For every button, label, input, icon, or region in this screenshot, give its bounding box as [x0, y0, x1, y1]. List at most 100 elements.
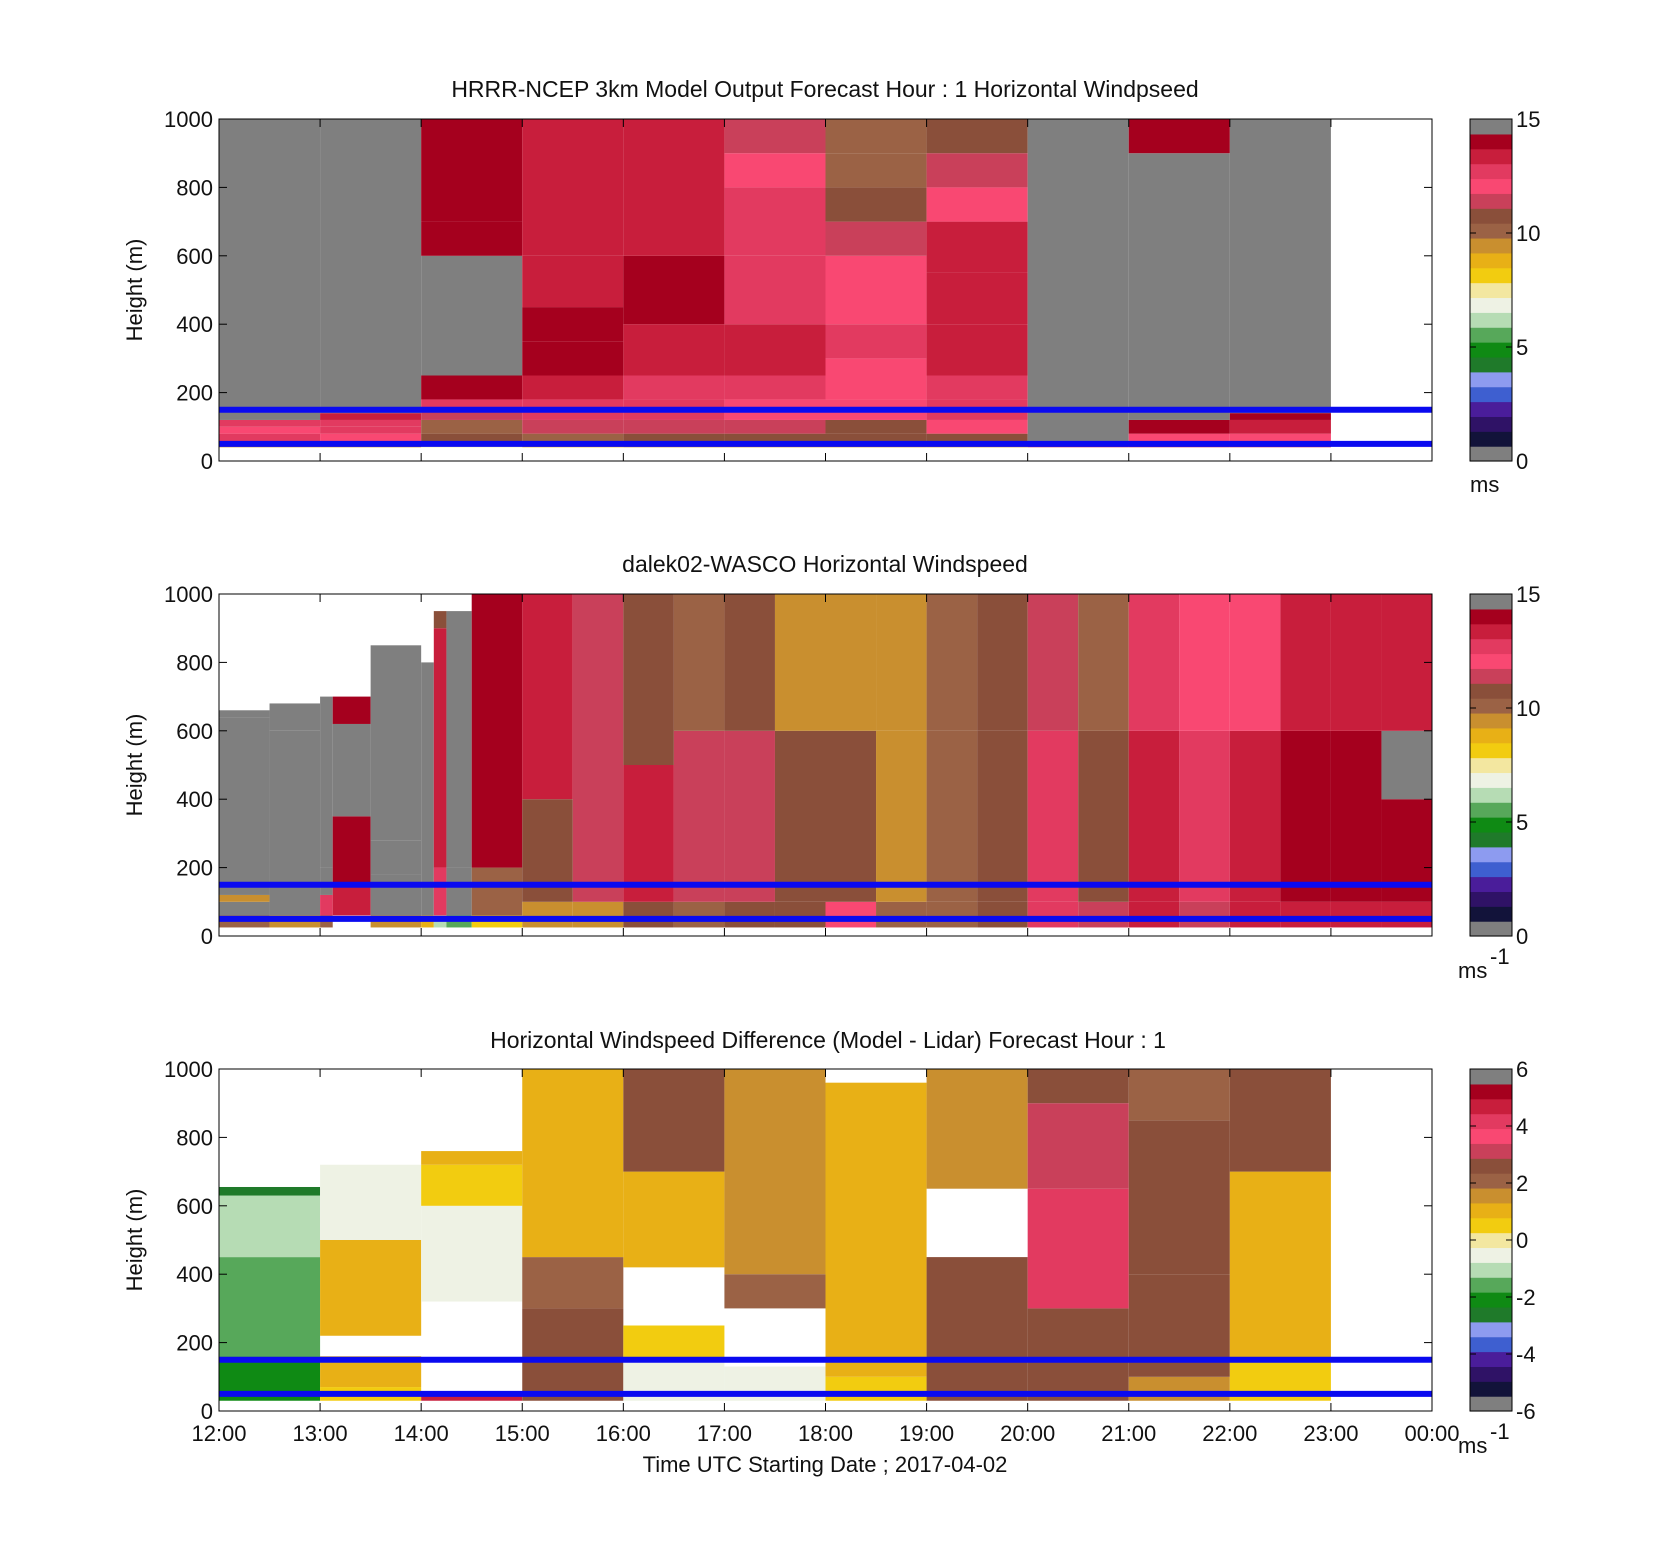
colorbar-swatch	[1470, 401, 1512, 417]
y-tick-label: 200	[176, 381, 213, 406]
colorbar-swatch	[1470, 1321, 1512, 1338]
x-tick-label: 18:00	[798, 1421, 853, 1446]
heatmap-cell	[1128, 1120, 1230, 1275]
heatmap-cell	[774, 594, 826, 731]
heatmap-cell	[1381, 594, 1432, 731]
colorbar-swatch	[1470, 802, 1512, 818]
heatmap-cell	[572, 765, 624, 902]
colorbar-swatch	[1470, 416, 1512, 432]
colorbar-swatch	[1470, 727, 1512, 744]
heatmap-cell	[673, 730, 725, 902]
heatmap-cell	[370, 874, 422, 916]
colorbar-tick-label: 5	[1516, 810, 1528, 835]
colorbar-unit: ms	[1458, 958, 1487, 983]
y-tick-label: 200	[176, 856, 213, 881]
x-tick-label: 12:00	[191, 1421, 246, 1446]
heatmap-cell	[421, 1151, 523, 1165]
colorbar-swatch	[1470, 356, 1512, 373]
heatmap-cell	[320, 696, 333, 868]
heatmap-cell	[320, 413, 422, 420]
colorbar-swatch	[1470, 668, 1512, 684]
heatmap-cell	[926, 1069, 1028, 1189]
y-tick-label: 600	[176, 719, 213, 744]
heatmap-cell	[1229, 433, 1331, 443]
colorbar-swatch	[1470, 653, 1512, 669]
colorbar-swatch	[1470, 1336, 1512, 1353]
heatmap-cell	[320, 894, 333, 916]
x-tick-label: 20:00	[1000, 1421, 1055, 1446]
heatmap-cell	[623, 1171, 725, 1268]
colorbar-swatch	[1470, 1202, 1512, 1219]
colorbar-swatch	[1470, 831, 1512, 848]
colorbar-unit: ms	[1458, 1433, 1487, 1458]
heatmap-cell	[522, 255, 624, 308]
heatmap-cell	[1128, 1069, 1230, 1121]
heatmap-cell	[926, 433, 1028, 443]
colorbar-swatch	[1470, 208, 1512, 224]
colorbar-swatch	[1470, 876, 1512, 892]
colorbar-swatch	[1470, 1232, 1512, 1249]
x-tick-label: 22:00	[1202, 1421, 1257, 1446]
y-tick-label: 1000	[164, 1057, 213, 1082]
heatmap-cell	[522, 419, 624, 434]
heatmap-cell	[219, 894, 270, 902]
colorbar-unit-exponent: -1	[1490, 1419, 1510, 1444]
colorbar: 0 5 10 15	[1469, 107, 1540, 474]
colorbar-swatch	[1470, 371, 1512, 388]
heatmap-cell	[926, 119, 1028, 154]
colorbar: 0 5 10 15	[1469, 582, 1540, 949]
colorbar-swatch	[1470, 1143, 1512, 1159]
colorbar-swatch	[1470, 252, 1512, 269]
heatmap-cell	[572, 594, 624, 765]
x-tick-label: 15:00	[495, 1421, 550, 1446]
heatmap-cell	[269, 703, 321, 731]
heatmap-cell	[876, 730, 927, 902]
heatmap-cell	[320, 433, 422, 443]
colorbar-tick-label: 0	[1516, 924, 1528, 949]
colorbar-swatch	[1470, 1351, 1512, 1367]
x-tick-marks	[218, 119, 1433, 461]
heatmap-cell	[320, 419, 422, 427]
heatmap-cell	[522, 433, 624, 443]
y-axis-label: Height (m)	[122, 239, 147, 342]
colorbar-swatch	[1470, 446, 1512, 462]
heatmap-cell	[471, 594, 523, 868]
heatmap-cell	[219, 710, 270, 718]
heatmap-cell	[1128, 119, 1230, 154]
heatmap-cell	[421, 1393, 523, 1401]
heatmap-cell	[1027, 119, 1129, 443]
heatmap-cell	[421, 1205, 523, 1302]
heatmap-cell	[433, 628, 447, 868]
x-tick-label: 21:00	[1101, 1421, 1156, 1446]
heatmap-cell	[724, 594, 775, 731]
heatmap-cell	[471, 867, 523, 916]
heatmap-cell	[1128, 419, 1230, 434]
heatmap-cell	[926, 1257, 1028, 1401]
heatmap-cell	[332, 816, 371, 885]
colorbar-swatch	[1470, 267, 1512, 284]
y-tick-label: 800	[176, 175, 213, 200]
y-tick-label: 400	[176, 787, 213, 812]
heatmap-cell	[421, 221, 523, 256]
colorbar-swatch	[1470, 638, 1512, 655]
heatmap-cell	[977, 730, 1028, 902]
heatmap-cell	[219, 419, 321, 427]
colorbar-swatch	[1470, 861, 1512, 878]
heatmap-cell	[977, 901, 1028, 928]
y-tick-label: 400	[176, 312, 213, 337]
heatmap-cell	[1128, 433, 1230, 443]
colorbar-tick-label: 5	[1516, 335, 1528, 360]
colorbar-swatch	[1470, 1292, 1512, 1308]
panel-title: Horizontal Windspeed Difference (Model -…	[490, 1027, 1166, 1053]
colorbar-swatch	[1470, 1247, 1512, 1263]
heatmap-cell	[825, 119, 927, 154]
x-tick-label: 17:00	[697, 1421, 752, 1446]
heatmap-cell	[724, 901, 775, 928]
heatmap-cell	[332, 723, 371, 817]
x-tick-label: 23:00	[1303, 1421, 1358, 1446]
heatmap-cell	[825, 324, 927, 359]
x-tick-labels: 12:00 13:00 14:00 15:00 16:00 17:00 18:00 19:00…	[191, 1069, 1460, 1446]
x-tick-label: 00:00	[1404, 1421, 1459, 1446]
y-tick-label: 200	[176, 1331, 213, 1356]
